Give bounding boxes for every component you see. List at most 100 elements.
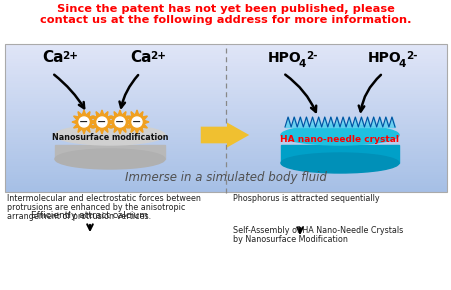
Bar — [5, 177, 446, 179]
Bar — [5, 99, 446, 101]
Bar — [5, 55, 446, 57]
Text: Nanosurface modification: Nanosurface modification — [51, 133, 168, 142]
Text: 2-: 2- — [305, 51, 317, 61]
Bar — [5, 57, 446, 59]
Text: HPO: HPO — [367, 51, 401, 65]
Bar — [5, 84, 446, 86]
Bar — [5, 51, 446, 53]
Bar — [5, 128, 446, 131]
Bar — [5, 44, 446, 192]
Bar — [5, 110, 446, 113]
Bar — [5, 88, 446, 90]
Polygon shape — [108, 110, 132, 134]
Bar — [5, 101, 446, 103]
Circle shape — [115, 117, 125, 127]
Text: 2-: 2- — [405, 51, 417, 61]
Circle shape — [97, 117, 107, 127]
Bar — [5, 162, 446, 164]
Circle shape — [79, 117, 89, 127]
Bar — [5, 93, 446, 96]
Polygon shape — [72, 110, 96, 134]
Text: Phosphorus is attracted sequentially: Phosphorus is attracted sequentially — [232, 194, 379, 203]
Bar — [5, 138, 446, 140]
Text: 4: 4 — [299, 59, 306, 69]
Bar — [5, 49, 446, 51]
Bar — [5, 127, 446, 129]
Text: −: − — [97, 117, 106, 126]
Bar — [5, 116, 446, 118]
Bar — [5, 123, 446, 125]
Bar — [5, 136, 446, 138]
Bar — [5, 69, 446, 72]
Text: Intermolecular and electrostatic forces between: Intermolecular and electrostatic forces … — [7, 194, 200, 203]
Bar — [5, 64, 446, 66]
Ellipse shape — [281, 125, 398, 145]
Bar — [5, 44, 446, 46]
Bar — [5, 71, 446, 74]
Bar — [5, 132, 446, 135]
Bar — [5, 143, 446, 146]
Text: protrusions are enhanced by the anisotropic: protrusions are enhanced by the anisotro… — [7, 203, 185, 212]
Bar — [5, 75, 446, 77]
Text: by Nanosurface Modification: by Nanosurface Modification — [232, 235, 347, 244]
Bar — [5, 114, 446, 116]
Text: HPO: HPO — [267, 51, 301, 65]
Bar — [5, 106, 446, 109]
Text: −: − — [115, 117, 124, 126]
Bar — [5, 149, 446, 151]
Bar — [5, 153, 446, 155]
Polygon shape — [125, 110, 149, 134]
Bar — [5, 169, 446, 172]
Text: Since the patent has not yet been published, please: Since the patent has not yet been publis… — [57, 4, 394, 14]
Bar — [5, 86, 446, 88]
Text: Ca: Ca — [42, 50, 63, 65]
Bar — [5, 95, 446, 98]
Bar — [5, 53, 446, 55]
Bar — [5, 117, 446, 120]
Bar — [5, 188, 446, 190]
Bar — [5, 151, 446, 153]
FancyArrowPatch shape — [200, 122, 249, 148]
Bar — [5, 140, 446, 142]
Text: Efficiently attract calcium: Efficiently attract calcium — [32, 211, 148, 220]
Bar — [5, 164, 446, 166]
Bar — [5, 179, 446, 181]
Ellipse shape — [281, 153, 398, 173]
Bar — [5, 45, 446, 48]
Polygon shape — [281, 145, 398, 163]
Bar — [5, 175, 446, 177]
Bar — [5, 182, 446, 185]
Bar — [5, 145, 446, 148]
Bar — [5, 108, 446, 110]
Bar — [5, 66, 446, 68]
Bar — [5, 180, 446, 183]
Bar — [5, 81, 446, 83]
Bar — [5, 171, 446, 173]
Text: 4: 4 — [398, 59, 405, 69]
Bar — [5, 103, 446, 105]
Bar — [5, 97, 446, 99]
Bar — [5, 160, 446, 162]
Text: contact us at the following address for more information.: contact us at the following address for … — [40, 15, 411, 25]
Bar — [5, 125, 446, 127]
Bar — [5, 166, 446, 168]
Polygon shape — [55, 145, 165, 159]
Bar — [5, 142, 446, 144]
Bar — [5, 105, 446, 107]
Bar — [5, 73, 446, 75]
Bar — [5, 77, 446, 79]
Polygon shape — [90, 110, 114, 134]
Text: Ca: Ca — [130, 50, 151, 65]
Ellipse shape — [55, 125, 165, 145]
Text: HA nano-needle crystal: HA nano-needle crystal — [280, 135, 399, 144]
Bar — [5, 167, 446, 170]
Bar — [5, 58, 446, 61]
Text: 2+: 2+ — [150, 51, 166, 61]
Bar — [5, 173, 446, 175]
Text: −: − — [132, 117, 141, 126]
Text: −: − — [79, 117, 88, 126]
Circle shape — [132, 117, 142, 127]
Bar — [5, 190, 446, 192]
Text: Immerse in a simulated body fluid: Immerse in a simulated body fluid — [125, 171, 326, 184]
Bar — [5, 147, 446, 149]
